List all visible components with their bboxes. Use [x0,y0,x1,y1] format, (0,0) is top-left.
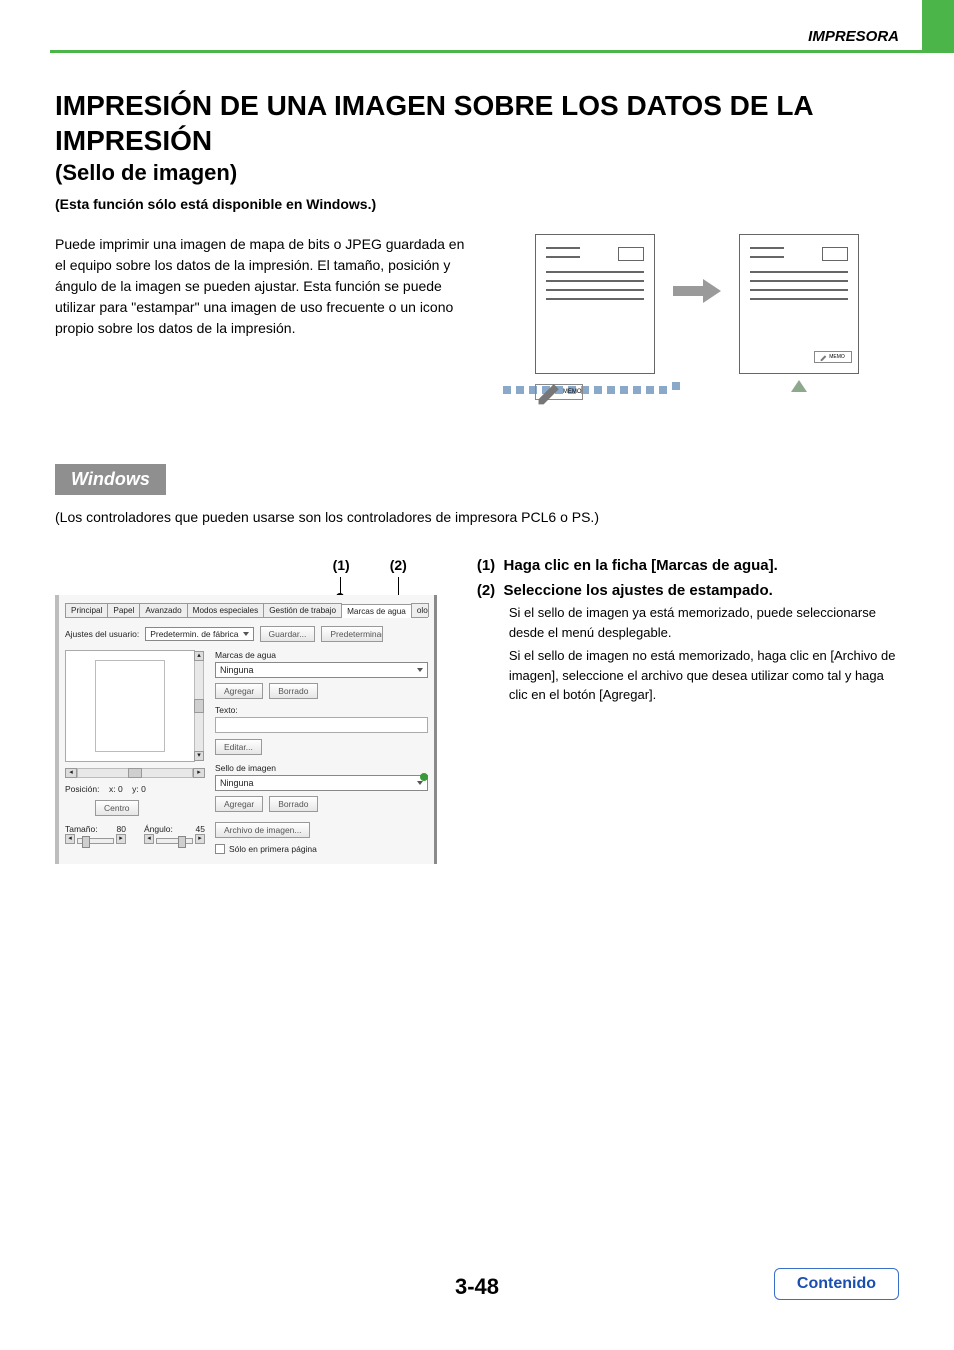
watermark-add-button[interactable]: Agregar [215,683,263,699]
tab-avanzado[interactable]: Avanzado [139,603,187,617]
stamp-add-button[interactable]: Agregar [215,796,263,812]
availability-note: (Esta función sólo está disponible en Wi… [55,196,899,212]
stamp-delete-button[interactable]: Borrado [269,796,317,812]
size-dec-icon[interactable]: ◂ [65,834,75,844]
memo-tag-below: MEMO [535,384,583,400]
hscroll-thumb[interactable] [128,768,142,778]
scroll-left-icon[interactable]: ◂ [65,768,77,778]
size-inc-icon[interactable]: ▸ [116,834,126,844]
contents-link[interactable]: Contenido [774,1268,899,1300]
step2-body1: Si el sello de imagen ya está memorizado… [509,603,899,642]
preview-area: ▴ ▾ [65,650,195,762]
page-content: IMPRESIÓN DE UNA IMAGEN SOBRE LOS DATOS … [55,88,899,864]
scroll-right-icon[interactable]: ▸ [193,768,205,778]
text-input[interactable] [215,717,428,733]
user-settings-select[interactable]: Predetermin. de fábrica [145,627,253,641]
tab-marcas-agua[interactable]: Marcas de agua [341,604,412,618]
steps-column: (1) Haga clic en la ficha [Marcas de agu… [477,557,899,864]
edit-button[interactable]: Editar... [215,739,262,755]
tab-color[interactable]: olor [411,603,429,617]
tab-papel[interactable]: Papel [107,603,140,617]
windows-note: (Los controladores que pueden usarse son… [55,509,899,525]
tab-modos[interactable]: Modos especiales [187,603,265,617]
scroll-down-icon[interactable]: ▾ [194,751,204,761]
watermark-delete-button[interactable]: Borrado [269,683,317,699]
scroll-thumb[interactable] [194,699,204,713]
arrow-icon [673,279,721,303]
callout-2-dot [420,773,428,781]
position-label: Posición: [65,784,100,794]
tab-gestion[interactable]: Gestión de trabajo [263,603,342,617]
callout-2: (2) [390,557,407,573]
page-subtitle: (Sello de imagen) [55,160,899,186]
page-after: MEMO [739,234,859,374]
angle-dec-icon[interactable]: ◂ [144,834,154,844]
scroll-up-icon[interactable]: ▴ [194,651,204,661]
watermark-group-label: Marcas de agua [215,650,428,660]
text-label: Texto: [215,705,428,715]
stamp-group-label: Sello de imagen [215,763,428,773]
tab-principal[interactable]: Principal [65,603,108,617]
header-rule [50,50,954,53]
page-title: IMPRESIÓN DE UNA IMAGEN SOBRE LOS DATOS … [55,88,899,158]
user-settings-label: Ajustes del usuario: [65,629,139,639]
first-page-checkbox[interactable] [215,844,225,854]
defaults-button[interactable]: Predeterminado [321,626,383,642]
first-page-label: Sólo en primera página [229,844,317,854]
angle-inc-icon[interactable]: ▸ [195,834,205,844]
side-accent-bar [922,0,954,50]
print-dialog: Principal Papel Avanzado Modos especiale… [55,595,437,864]
callout-1: (1) [333,557,350,573]
step2-body2: Si el sello de imagen no está memorizado… [509,646,899,705]
page-before [535,234,655,374]
angle-slider-thumb[interactable] [178,836,186,848]
illustration: MEMO MEMO [494,234,899,400]
windows-heading: Windows [55,464,166,495]
section-header: IMPRESORA [808,28,899,45]
save-button[interactable]: Guardar... [260,626,316,642]
dialog-tabs: Principal Papel Avanzado Modos especiale… [65,603,428,618]
center-button[interactable]: Centro [95,800,139,816]
memo-label: MEMO [563,389,582,395]
watermark-select[interactable]: Ninguna [215,662,428,678]
size-slider-thumb[interactable] [82,836,90,848]
memo-tag-stamped: MEMO [814,351,852,363]
dialog-column: (1) (2) Principal Papel Avanzado Modos e… [55,557,437,864]
stamp-select[interactable]: Ninguna [215,775,428,791]
up-arrow-icon [791,380,807,392]
description-text: Puede imprimir una imagen de mapa de bit… [55,234,470,400]
image-file-button[interactable]: Archivo de imagen... [215,822,310,838]
